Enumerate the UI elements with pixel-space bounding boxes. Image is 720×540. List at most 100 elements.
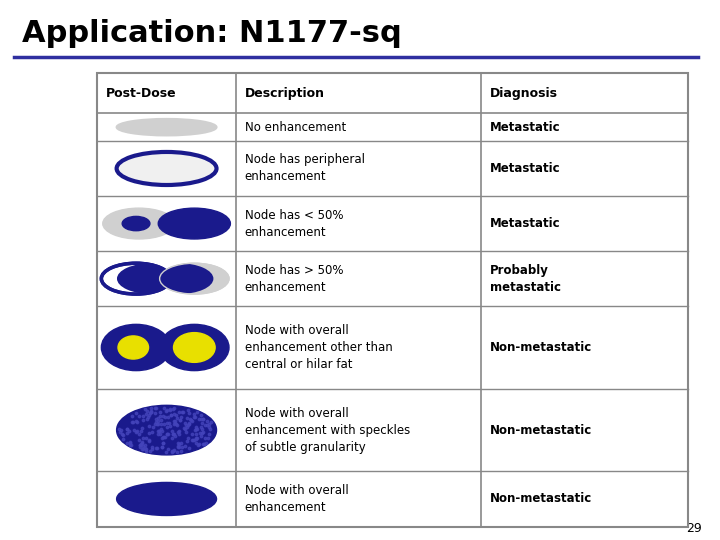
Point [157, 412, 168, 421]
Point [197, 440, 209, 448]
Point [203, 423, 215, 431]
Point [195, 431, 207, 440]
Point [204, 425, 216, 434]
Point [161, 407, 172, 415]
Ellipse shape [102, 263, 171, 294]
Point [151, 444, 163, 453]
Point [130, 408, 142, 417]
Point [135, 441, 146, 450]
Point [144, 409, 156, 417]
Text: Node with overall
enhancement: Node with overall enhancement [245, 484, 348, 514]
Point [165, 410, 176, 419]
Point [141, 415, 153, 424]
Ellipse shape [144, 263, 213, 294]
Point [168, 416, 180, 425]
Point [116, 430, 127, 438]
Point [161, 429, 173, 438]
Text: No enhancement: No enhancement [245, 120, 346, 134]
Point [132, 436, 144, 444]
Point [114, 428, 125, 436]
Point [202, 417, 213, 426]
Text: Node has > 50%
enhancement: Node has > 50% enhancement [245, 264, 343, 294]
Point [191, 434, 202, 442]
Point [136, 424, 148, 433]
Point [154, 408, 166, 417]
Point [149, 404, 161, 413]
Point [171, 411, 182, 420]
Text: Application: N1177-sq: Application: N1177-sq [22, 19, 401, 48]
Point [133, 430, 145, 438]
Point [153, 414, 164, 423]
Ellipse shape [122, 217, 150, 231]
Point [154, 412, 166, 421]
Ellipse shape [158, 208, 230, 239]
Point [170, 420, 181, 429]
Point [174, 442, 185, 451]
Point [125, 439, 136, 448]
Point [140, 434, 152, 442]
Point [166, 434, 178, 442]
Point [161, 423, 173, 431]
Point [205, 417, 217, 426]
Point [169, 419, 181, 428]
Text: 29: 29 [686, 522, 702, 535]
Bar [97, 73, 688, 526]
Point [152, 420, 163, 429]
Point [150, 403, 162, 412]
Point [195, 415, 207, 423]
Point [126, 411, 138, 420]
Point [172, 442, 184, 451]
Ellipse shape [160, 263, 229, 294]
Point [166, 447, 178, 456]
Point [179, 442, 190, 450]
Point [197, 415, 209, 424]
Point [197, 425, 208, 434]
Point [181, 437, 192, 445]
Point [115, 426, 127, 435]
Point [145, 404, 157, 413]
Point [121, 428, 132, 437]
Point [121, 424, 132, 433]
Point [168, 431, 180, 440]
Point [139, 443, 150, 452]
Point [198, 440, 210, 448]
Point [176, 407, 188, 416]
Point [190, 435, 202, 444]
Point [190, 425, 202, 434]
Point [201, 421, 212, 429]
Point [168, 429, 179, 438]
Point [166, 427, 178, 436]
Point [144, 410, 156, 419]
Point [145, 408, 157, 417]
Point [155, 425, 166, 434]
Ellipse shape [103, 208, 175, 239]
Point [125, 441, 137, 449]
Point [137, 411, 148, 420]
Point [150, 409, 161, 418]
Text: Metastatic: Metastatic [490, 162, 560, 175]
Point [185, 416, 197, 424]
Point [184, 415, 196, 424]
Point [130, 428, 142, 437]
Point [197, 427, 209, 436]
Point [154, 430, 166, 438]
Point [155, 420, 166, 429]
Point [159, 413, 171, 421]
Point [153, 417, 164, 426]
Point [125, 441, 136, 449]
Point [131, 417, 143, 426]
Point [158, 403, 170, 412]
Point [194, 429, 206, 437]
Point [161, 418, 173, 427]
Point [190, 422, 202, 431]
Text: Non-metastatic: Non-metastatic [490, 492, 592, 505]
Point [174, 416, 186, 424]
Point [162, 430, 174, 438]
Point [158, 420, 170, 428]
Point [158, 433, 169, 441]
Text: Metastatic: Metastatic [490, 120, 560, 134]
Point [152, 427, 163, 436]
Point [197, 415, 209, 423]
Point [161, 429, 173, 438]
Point [182, 420, 194, 429]
